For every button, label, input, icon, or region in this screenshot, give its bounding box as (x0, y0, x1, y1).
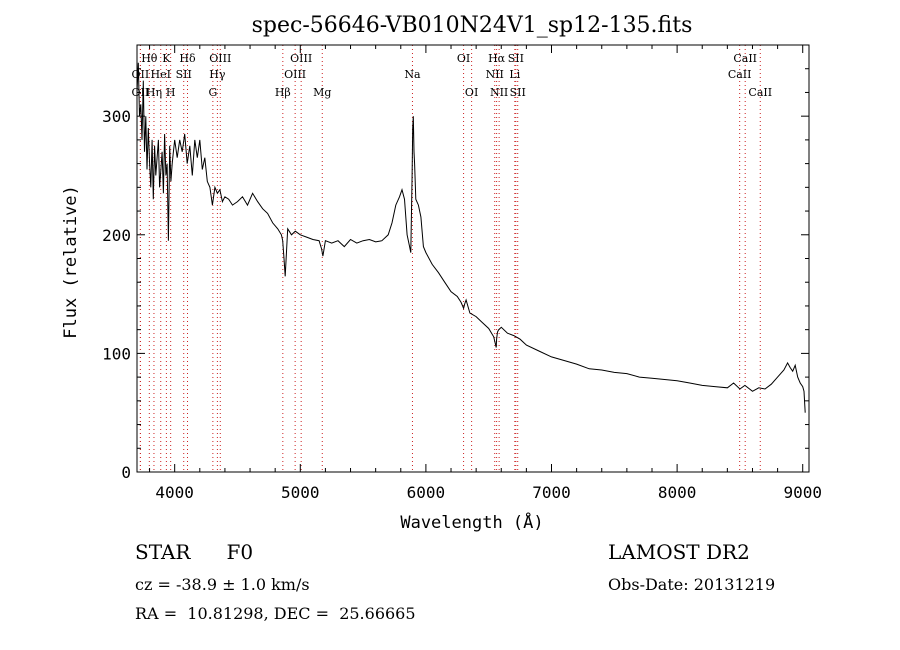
x-tick-label-6000: 6000 (407, 483, 446, 502)
line-label-23: Mg (313, 86, 331, 99)
line-label-4: OIII (290, 52, 312, 65)
line-label-14: Na (404, 68, 421, 81)
line-label-15: NII (486, 68, 504, 81)
x-tick-label-8000: 8000 (658, 483, 697, 502)
line-label-19: Hη (146, 86, 162, 99)
line-label-13: OIII (284, 68, 306, 81)
line-label-6: Hα (488, 52, 506, 65)
spectrum-line-0 (136, 62, 806, 413)
line-label-2: Hδ (179, 52, 196, 65)
survey-label: LAMOST DR2 (608, 540, 750, 564)
line-label-5: OI (457, 52, 470, 65)
y-axis-label: Flux (relative) (61, 185, 81, 339)
x-axis: 4000 5000 6000 7000 8000 9000 (149, 45, 822, 502)
line-label-9: OII (132, 68, 150, 81)
line-label-11: SII (176, 68, 192, 81)
line-label-21: G (208, 86, 217, 99)
line-label-0: Hθ (141, 52, 158, 65)
line-label-25: NII (490, 86, 508, 99)
line-label-10: HeI (151, 68, 171, 81)
spectral-line-markers (139, 45, 761, 472)
plot-frame (136, 44, 810, 473)
x-tick-label-9000: 9000 (783, 483, 822, 502)
line-label-20: H (166, 86, 176, 99)
x-tick-label-7000: 7000 (532, 483, 571, 502)
subclass-label: F0 (226, 540, 254, 564)
chart-title: spec-56646-VB010N24V1_sp12-135.fits (252, 13, 693, 38)
x-axis-label: Wavelength (Å) (400, 511, 543, 533)
line-label-22: Hβ (275, 86, 291, 99)
line-label-8: CaII (733, 52, 757, 65)
y-tick-label-0: 0 (121, 463, 131, 482)
line-label-24: OI (465, 86, 478, 99)
line-label-1: K (162, 52, 171, 65)
y-axis: 0 100 200 300 (102, 68, 809, 482)
line-label-26: SII (510, 86, 526, 99)
y-tick-label-100: 100 (102, 344, 131, 363)
line-label-7: SII (508, 52, 524, 65)
line-label-16: Li (509, 68, 520, 81)
y-tick-label-200: 200 (102, 226, 131, 245)
y-tick-label-300: 300 (102, 107, 131, 126)
line-label-27: CaII (748, 86, 772, 99)
redshift-value: cz = -38.9 ± 1.0 km/s (135, 575, 310, 594)
x-tick-label-4000: 4000 (155, 483, 194, 502)
spectrum-series (136, 62, 806, 413)
line-label-12: Hγ (209, 68, 226, 81)
object-class: STAR F0 (135, 540, 253, 564)
line-label-3: OIII (209, 52, 231, 65)
line-label-17: CaII (728, 68, 752, 81)
class-label: STAR (135, 540, 191, 564)
x-tick-label-5000: 5000 (281, 483, 320, 502)
obs-date-label: Obs-Date: 20131219 (608, 575, 776, 594)
coordinates-value: RA = 10.81298, DEC = 25.66665 (135, 604, 416, 623)
